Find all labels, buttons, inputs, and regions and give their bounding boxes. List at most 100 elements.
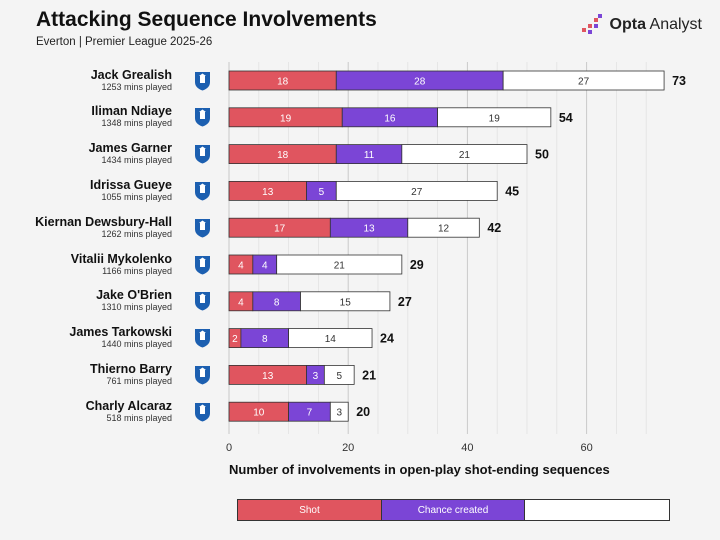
x-tick-label: 40 xyxy=(461,442,473,454)
bar-segment-other xyxy=(329,401,349,422)
brand-name: Opta Analyst xyxy=(610,16,702,34)
bar-segment-other xyxy=(288,328,373,349)
legend-shot: Shot xyxy=(237,499,381,521)
everton-crest-icon xyxy=(195,402,210,422)
player-label: Vitalii Mykolenko 1166 mins played xyxy=(71,252,172,277)
bar-segment-label: 2 xyxy=(232,334,238,345)
bar-segment-other xyxy=(502,70,665,91)
bar-segment-label: 27 xyxy=(578,77,590,88)
player-label: Jack Grealish 1253 mins played xyxy=(91,68,172,93)
x-ticks: 0 20 40 60 xyxy=(226,442,593,454)
bar-segment-other xyxy=(437,107,552,128)
bar-segment-other xyxy=(300,291,391,312)
bar-segment-label: 18 xyxy=(277,77,289,88)
player-label: James Garner 1434 mins played xyxy=(89,141,172,166)
player-minutes: 1253 mins played xyxy=(101,81,172,92)
chart-subtitle: Everton | Premier League 2025-26 xyxy=(36,36,213,48)
bar-total-label: 27 xyxy=(398,295,412,309)
player-minutes: 1348 mins played xyxy=(101,118,172,129)
x-tick-label: 20 xyxy=(342,442,354,454)
bar-total-label: 73 xyxy=(672,74,686,88)
player-name: Vitalii Mykolenko xyxy=(70,251,172,266)
player-name: Jack Grealish xyxy=(90,67,172,82)
opta-logo-icon xyxy=(581,14,602,34)
bar-segment-label: 13 xyxy=(363,224,375,235)
everton-crest-icon xyxy=(195,365,210,385)
bar-segment-other xyxy=(407,217,480,238)
bar-total-label: 42 xyxy=(487,221,501,235)
legend-chance-created: Chance created xyxy=(381,499,524,521)
bar-total-label: 29 xyxy=(410,258,424,272)
player-minutes: 1166 mins played xyxy=(102,265,172,276)
everton-crest-icon xyxy=(195,255,210,274)
brand-logo: Opta Analyst xyxy=(580,14,702,36)
player-name: James Garner xyxy=(88,141,172,156)
player-name: Idrissa Gueye xyxy=(90,177,172,192)
player-minutes: 1055 mins played xyxy=(101,191,172,202)
player-name: James Tarkowski xyxy=(69,325,172,340)
bar-segment-label: 21 xyxy=(334,261,346,272)
player-label: James Tarkowski 1440 mins played xyxy=(69,325,172,350)
bar-segment-label: 3 xyxy=(313,371,319,382)
player-minutes: 1262 mins played xyxy=(101,228,172,239)
everton-crest-icon xyxy=(195,108,210,127)
bar-segment-label: 16 xyxy=(384,113,396,124)
player-name: Thierno Barry xyxy=(90,361,172,376)
bar-segment-label: 7 xyxy=(307,408,313,419)
player-minutes: 1310 mins played xyxy=(101,302,172,313)
bar-segment-other xyxy=(323,364,355,385)
bar-segment-label: 4 xyxy=(262,261,268,272)
player-minutes: 1440 mins played xyxy=(101,339,172,350)
everton-crest-icon xyxy=(195,329,210,348)
bar-segment-label: 13 xyxy=(262,187,274,198)
player-name: Kiernan Dewsbury-Hall xyxy=(35,214,172,229)
player-label: Thierno Barry 761 mins played xyxy=(90,362,172,387)
bar-total-label: 20 xyxy=(356,405,370,419)
bar-segment-label: 5 xyxy=(336,371,342,382)
bar-segment-label: 10 xyxy=(253,408,265,419)
bar-segment-other xyxy=(276,254,403,275)
player-name: Iliman Ndiaye xyxy=(91,104,172,119)
bar-segment-label: 4 xyxy=(238,261,244,272)
bar-segment-label: 3 xyxy=(336,408,342,419)
bar-segment-label: 19 xyxy=(280,113,292,124)
brand-name-regular: Analyst xyxy=(645,16,702,33)
bar-total-label: 50 xyxy=(535,148,549,162)
bar-segment-label: 28 xyxy=(414,77,426,88)
x-axis-title: Number of involvements in open-play shot… xyxy=(229,462,610,477)
player-name: Jake O'Brien xyxy=(96,288,172,303)
bar-segment-label: 12 xyxy=(438,224,450,235)
bar-total-label: 54 xyxy=(559,111,573,125)
everton-crest-icon xyxy=(195,145,210,164)
x-tick-label: 0 xyxy=(226,442,232,454)
bar-segment-label: 15 xyxy=(340,297,352,308)
bar-segment-label: 27 xyxy=(411,187,423,198)
player-label: Jake O'Brien 1310 mins played xyxy=(96,288,172,313)
bar-segment-label: 18 xyxy=(277,150,289,161)
player-name: Charly Alcaraz xyxy=(85,398,172,413)
bar-segment-other xyxy=(335,180,498,201)
x-tick-label: 60 xyxy=(580,442,592,454)
bar-segment-label: 19 xyxy=(489,113,501,124)
player-minutes: 761 mins played xyxy=(106,375,172,386)
player-minutes: 1434 mins played xyxy=(101,155,172,166)
bar-segment-label: 8 xyxy=(274,297,280,308)
bar-segment-label: 8 xyxy=(262,334,268,345)
bar-segment-label: 21 xyxy=(459,150,471,161)
everton-crest-icon xyxy=(195,181,210,201)
chart-title: Attacking Sequence Involvements xyxy=(36,8,377,31)
bar-total-label: 24 xyxy=(380,332,394,346)
bar-total-label: 45 xyxy=(505,184,519,198)
everton-crest-icon xyxy=(195,218,210,238)
bar-segment-label: 11 xyxy=(364,150,375,161)
bar-segment-other xyxy=(401,144,528,165)
everton-crest-icon xyxy=(195,71,210,90)
legend: Shot Chance created xyxy=(237,499,670,521)
player-label: Charly Alcaraz 518 mins played xyxy=(86,399,172,424)
player-label: Iliman Ndiaye 1348 mins played xyxy=(91,104,172,129)
bar-segment-label: 4 xyxy=(238,297,244,308)
bar-segment-label: 13 xyxy=(262,371,274,382)
brand-name-bold: Opta xyxy=(609,16,646,33)
